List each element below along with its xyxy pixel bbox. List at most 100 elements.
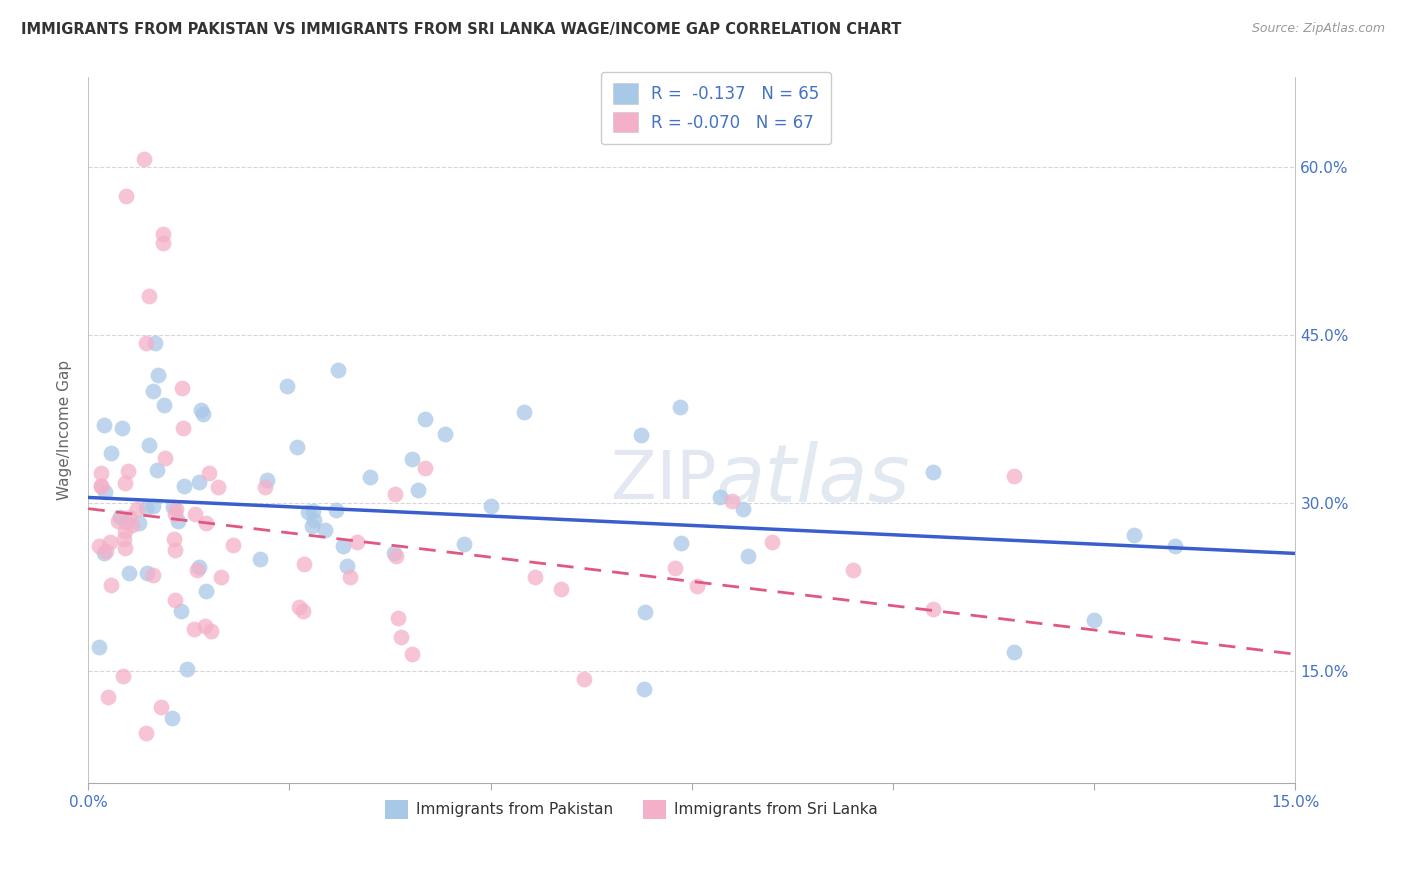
Point (90, 467, 112, 481)
Text: IMMIGRANTS FROM PAKISTAN VS IMMIGRANTS FROM SRI LANKA WAGE/INCOME GAP CORRELATIO: IMMIGRANTS FROM PAKISTAN VS IMMIGRANTS F… (21, 22, 901, 37)
Point (720, 493, 742, 508)
Point (100, 446, 122, 460)
Point (297, 505, 319, 519)
Text: atlas: atlas (716, 441, 911, 518)
Point (513, 405, 536, 419)
Point (346, 534, 368, 549)
Point (135, 501, 157, 516)
Point (415, 412, 437, 426)
Point (90, 479, 112, 493)
Point (302, 504, 325, 518)
Point (292, 558, 315, 572)
Point (194, 619, 217, 633)
Point (138, 289, 160, 303)
Text: Source: ZipAtlas.com: Source: ZipAtlas.com (1251, 22, 1385, 36)
Point (146, 368, 169, 383)
Point (153, 450, 176, 465)
Point (115, 515, 138, 529)
Point (737, 549, 759, 564)
Point (669, 535, 692, 549)
Point (165, 543, 187, 558)
Point (401, 451, 423, 466)
Point (110, 510, 132, 524)
Point (209, 569, 232, 583)
Point (111, 669, 134, 683)
Point (433, 427, 456, 442)
Point (406, 483, 429, 497)
Point (922, 602, 945, 616)
Point (186, 563, 208, 577)
Point (165, 502, 187, 516)
Point (1123, 527, 1146, 541)
Point (339, 570, 361, 584)
Point (135, 726, 157, 740)
Point (135, 336, 157, 351)
Point (922, 465, 945, 479)
Point (382, 546, 405, 560)
Point (117, 465, 139, 479)
Point (146, 463, 169, 477)
Point (98, 535, 121, 549)
Point (141, 384, 163, 398)
Point (93, 417, 115, 432)
Point (90, 479, 112, 493)
Point (118, 510, 141, 524)
Point (669, 400, 692, 414)
Point (142, 500, 165, 514)
Point (302, 513, 325, 527)
Point (114, 524, 136, 538)
Point (152, 236, 174, 251)
Point (183, 623, 205, 637)
Point (630, 428, 652, 442)
Point (107, 514, 129, 528)
Point (97, 690, 120, 704)
Point (664, 561, 686, 575)
Point (328, 363, 350, 377)
Point (285, 440, 308, 454)
Point (761, 535, 783, 549)
Point (118, 566, 141, 580)
Legend: Immigrants from Pakistan, Immigrants from Sri Lanka: Immigrants from Pakistan, Immigrants fro… (380, 794, 884, 825)
Point (314, 523, 336, 537)
Point (359, 469, 381, 483)
Point (165, 507, 187, 521)
Point (162, 500, 184, 515)
Point (134, 152, 156, 166)
Point (401, 647, 423, 661)
Point (114, 475, 136, 490)
Point (115, 188, 138, 202)
Point (254, 480, 277, 494)
Point (256, 473, 278, 487)
Point (524, 570, 547, 584)
Point (125, 501, 148, 516)
Point (633, 682, 655, 697)
Point (415, 461, 437, 475)
Point (163, 532, 186, 546)
Point (195, 584, 218, 599)
Point (172, 421, 194, 435)
Point (453, 537, 475, 551)
Point (136, 566, 159, 580)
Point (173, 479, 195, 493)
Point (142, 567, 165, 582)
Point (93, 546, 115, 560)
Point (842, 563, 865, 577)
Point (332, 539, 354, 553)
Point (1164, 540, 1187, 554)
Point (170, 381, 193, 395)
Point (207, 479, 229, 493)
Point (143, 335, 166, 350)
Point (709, 490, 731, 504)
Point (336, 559, 359, 574)
Point (385, 549, 408, 563)
Point (1002, 468, 1025, 483)
Point (387, 611, 409, 625)
Point (111, 421, 134, 435)
Point (572, 672, 595, 686)
Point (194, 516, 217, 531)
Point (138, 438, 160, 452)
Y-axis label: Wage/Income Gap: Wage/Income Gap (58, 360, 72, 500)
Point (176, 662, 198, 676)
Point (87, 640, 110, 654)
Point (389, 630, 412, 644)
